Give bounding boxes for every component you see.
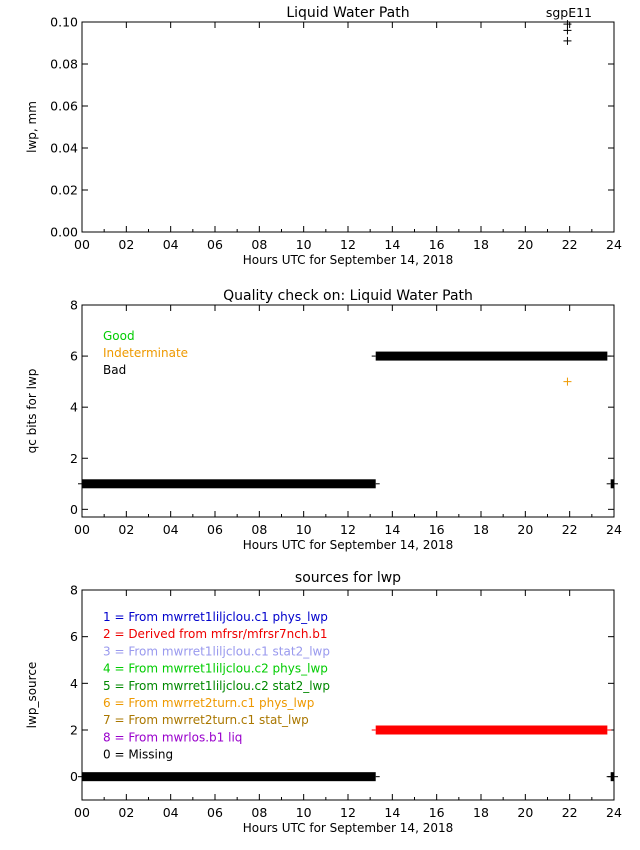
qc-data-segment bbox=[82, 479, 376, 489]
src-legend-entry: 5 = From mwrret1liljclou.c2 stat2_lwp bbox=[103, 679, 330, 693]
qc-ytick-label: 0 bbox=[70, 502, 78, 517]
qc-ylabel: qc bits for lwp bbox=[25, 369, 39, 454]
qc-data-segment bbox=[610, 479, 614, 489]
src-data-segment bbox=[375, 725, 608, 735]
src-legend-entry: 7 = From mwrret2turn.c1 stat_lwp bbox=[103, 713, 309, 727]
src-xtick-label: 08 bbox=[251, 805, 267, 820]
qc-xtick-label: 14 bbox=[384, 522, 400, 537]
src-title: sources for lwp bbox=[295, 570, 401, 586]
lwp-ytick-label: 0.04 bbox=[50, 141, 78, 156]
lwp-xtick-label: 22 bbox=[562, 237, 578, 252]
lwp-xlabel: Hours UTC for September 14, 2018 bbox=[243, 253, 453, 267]
src-ytick-label: 8 bbox=[70, 583, 78, 598]
src-ytick-label: 2 bbox=[70, 723, 78, 738]
src-xtick-label: 12 bbox=[340, 805, 356, 820]
lwp-ylabel: lwp, mm bbox=[25, 101, 39, 153]
src-xtick-label: 18 bbox=[473, 805, 489, 820]
lwp-xtick-label: 18 bbox=[473, 237, 489, 252]
src-xtick-label: 24 bbox=[606, 805, 622, 820]
lwp-ytick-label: 0.06 bbox=[50, 99, 78, 114]
qc-xtick-label: 10 bbox=[296, 522, 312, 537]
src-xtick-label: 22 bbox=[562, 805, 578, 820]
lwp-ytick-label: 0.08 bbox=[50, 57, 78, 72]
qc-ytick-label: 8 bbox=[70, 298, 78, 313]
qc-legend-entry: Indeterminate bbox=[103, 346, 188, 360]
lwp-xtick-label: 14 bbox=[384, 237, 400, 252]
qc-ytick-label: 4 bbox=[70, 400, 78, 415]
lwp-xtick-label: 20 bbox=[517, 237, 533, 252]
qc-xtick-label: 16 bbox=[429, 522, 445, 537]
qc-xlabel: Hours UTC for September 14, 2018 bbox=[243, 538, 453, 552]
lwp-xtick-label: 24 bbox=[606, 237, 622, 252]
src-ytick-label: 4 bbox=[70, 676, 78, 691]
src-xtick-label: 20 bbox=[517, 805, 533, 820]
src-legend-entry: 4 = From mwrret1liljclou.c2 phys_lwp bbox=[103, 662, 328, 676]
src-legend-entry: 0 = Missing bbox=[103, 748, 173, 762]
qc-ytick-label: 2 bbox=[70, 451, 78, 466]
src-xtick-label: 14 bbox=[384, 805, 400, 820]
lwp-ytick-label: 0.10 bbox=[50, 15, 78, 30]
src-ytick-label: 0 bbox=[70, 769, 78, 784]
lwp-xtick-label: 06 bbox=[207, 237, 223, 252]
src-legend-entry: 2 = Derived from mfrsr/mfrsr7nch.b1 bbox=[103, 627, 327, 641]
lwp-title: Liquid Water Path bbox=[286, 5, 409, 21]
src-xtick-label: 02 bbox=[118, 805, 134, 820]
qc-legend-entry: Good bbox=[103, 329, 135, 343]
src-data-segment bbox=[610, 772, 614, 782]
qc-xtick-label: 08 bbox=[251, 522, 267, 537]
lwp-xtick-label: 02 bbox=[118, 237, 134, 252]
src-legend-entry: 1 = From mwrret1liljclou.c1 phys_lwp bbox=[103, 610, 328, 624]
src-xtick-label: 00 bbox=[74, 805, 90, 820]
lwp-xtick-label: 12 bbox=[340, 237, 356, 252]
src-data-segment bbox=[82, 772, 376, 782]
src-xtick-label: 10 bbox=[296, 805, 312, 820]
lwp-ytick-label: 0.00 bbox=[50, 225, 78, 240]
qc-title: Quality check on: Liquid Water Path bbox=[223, 288, 473, 304]
lwp-xtick-label: 04 bbox=[163, 237, 179, 252]
qc-xtick-label: 00 bbox=[74, 522, 90, 537]
qc-legend-entry: Bad bbox=[103, 363, 126, 377]
lwp-plot-frame bbox=[81, 21, 615, 233]
qc-xtick-label: 06 bbox=[207, 522, 223, 537]
src-xtick-label: 06 bbox=[207, 805, 223, 820]
lwp-xtick-label: 10 bbox=[296, 237, 312, 252]
qc-xtick-label: 04 bbox=[163, 522, 179, 537]
src-legend-entry: 3 = From mwrret1liljclou.c1 stat2_lwp bbox=[103, 644, 330, 658]
qc-xtick-label: 24 bbox=[606, 522, 622, 537]
src-legend-entry: 8 = From mwrlos.b1 liq bbox=[103, 730, 242, 744]
lwp-site-label: sgpE11 bbox=[546, 5, 592, 20]
lwp-xtick-label: 08 bbox=[251, 237, 267, 252]
lwp-xtick-label: 00 bbox=[74, 237, 90, 252]
src-xtick-label: 04 bbox=[163, 805, 179, 820]
src-ytick-label: 6 bbox=[70, 629, 78, 644]
src-xlabel: Hours UTC for September 14, 2018 bbox=[243, 821, 453, 835]
src-xtick-label: 16 bbox=[429, 805, 445, 820]
src-ylabel: lwp_source bbox=[25, 662, 39, 729]
src-legend-entry: 6 = From mwrret2turn.c1 phys_lwp bbox=[103, 696, 314, 710]
qc-ytick-label: 6 bbox=[70, 349, 78, 364]
lwp-xtick-label: 16 bbox=[429, 237, 445, 252]
qc-xtick-label: 12 bbox=[340, 522, 356, 537]
qc-xtick-label: 20 bbox=[517, 522, 533, 537]
qc-data-segment bbox=[375, 351, 608, 361]
qc-xtick-label: 18 bbox=[473, 522, 489, 537]
qc-xtick-label: 22 bbox=[562, 522, 578, 537]
lwp-ytick-label: 0.02 bbox=[50, 183, 78, 198]
qc-xtick-label: 02 bbox=[118, 522, 134, 537]
